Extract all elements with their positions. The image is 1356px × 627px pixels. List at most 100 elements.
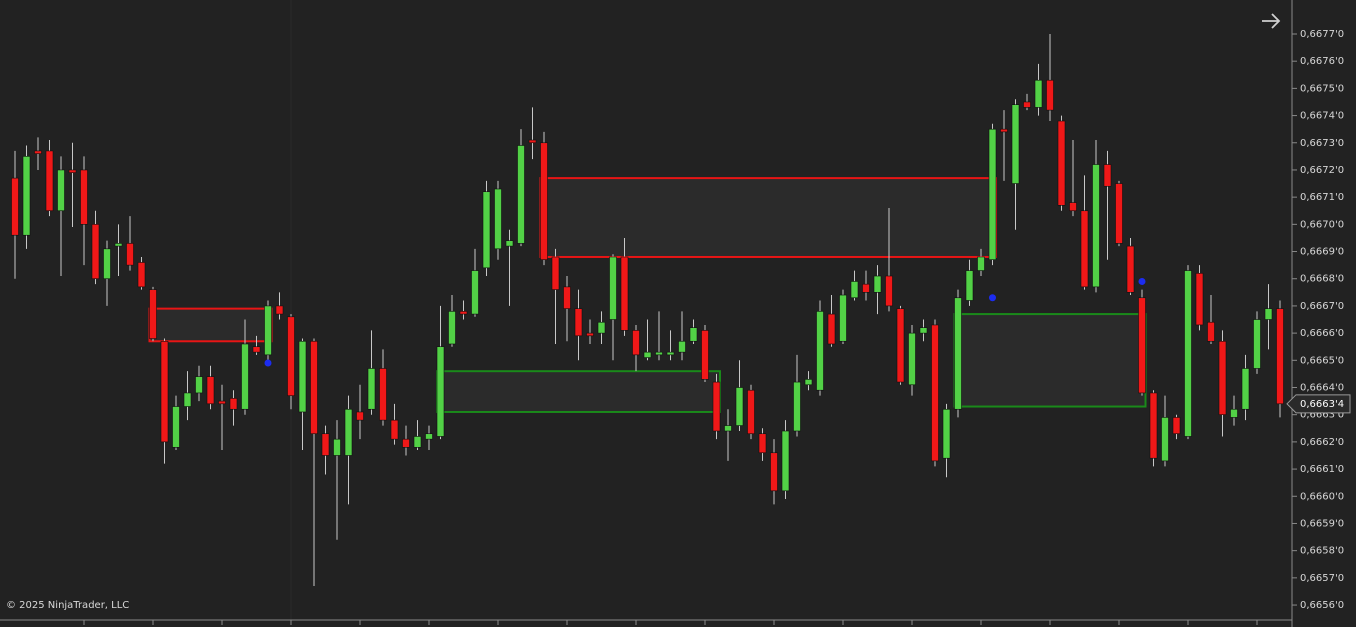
candle-body <box>459 311 468 315</box>
candle-body <box>126 243 134 266</box>
candle-body <box>1207 321 1215 342</box>
candle-body <box>333 438 341 456</box>
last-price-box <box>1286 394 1351 414</box>
candle-body <box>1092 164 1100 288</box>
candle-body <box>919 327 928 334</box>
candle-body <box>517 145 525 244</box>
signal-dot <box>264 359 272 367</box>
candle-body <box>1057 120 1066 206</box>
candle-body <box>11 177 19 236</box>
candle-body <box>563 286 571 309</box>
candle-body <box>298 340 307 413</box>
y-tick-label: 0,6666'0 <box>1300 328 1344 339</box>
candle-body <box>689 327 698 342</box>
candle-body <box>413 436 422 448</box>
zone <box>436 370 721 413</box>
overlay <box>264 277 1146 367</box>
candle-body <box>45 150 54 212</box>
candle-body <box>402 438 410 448</box>
candle-body <box>252 346 261 353</box>
candle-body <box>735 387 744 426</box>
candle-body <box>149 289 157 339</box>
y-tick-label: 0,6671'0 <box>1300 192 1344 203</box>
candle-body <box>1230 408 1238 418</box>
candle-body <box>816 311 824 391</box>
candle-body <box>1115 183 1123 244</box>
candle-body <box>482 191 491 269</box>
candle-body <box>160 340 169 443</box>
candle-body <box>965 270 974 301</box>
candle-body <box>597 321 606 334</box>
y-tick-label: 0,6657'0 <box>1300 573 1344 584</box>
candle-body <box>885 275 893 307</box>
y-tick-label: 0,6662'0 <box>1300 437 1344 448</box>
candle-body <box>68 169 77 173</box>
candle-body <box>747 389 755 435</box>
y-tick-label: 0,6663'0 <box>1300 410 1344 421</box>
candle-body <box>390 419 399 440</box>
candle-body <box>356 411 364 421</box>
candle-body <box>770 452 778 492</box>
candle-body <box>758 433 767 454</box>
candle-body <box>666 351 675 356</box>
candle-body <box>229 398 238 410</box>
last-price-label: 0,6663'4 <box>1300 399 1344 410</box>
scroll-right-icon[interactable] <box>1262 13 1281 29</box>
y-tick-label: 0,6658'0 <box>1300 546 1344 557</box>
y-tick-label: 0,6661'0 <box>1300 464 1344 475</box>
candle-body <box>91 224 100 280</box>
candle-body <box>505 240 514 247</box>
y-tick-label: 0,6659'0 <box>1300 518 1344 529</box>
candle-body <box>114 243 123 247</box>
candle-body <box>241 343 249 410</box>
copyright: © 2025 NinjaTrader, LLC <box>6 600 129 611</box>
candle-body <box>1264 308 1273 320</box>
candle-body <box>80 169 88 225</box>
candle-body <box>701 330 709 380</box>
candle-body <box>551 256 560 290</box>
candle-body <box>896 308 905 383</box>
candle-body <box>310 340 318 435</box>
candle-body <box>1218 340 1227 415</box>
candle-body <box>379 368 387 421</box>
candle-body <box>494 188 502 250</box>
candle-body <box>1195 272 1204 326</box>
candle-body <box>678 340 686 353</box>
y-tick-label: 0,6676'0 <box>1300 56 1344 67</box>
candle-body <box>206 376 215 405</box>
candle-body <box>1161 417 1169 462</box>
y-tick-label: 0,6673'0 <box>1300 138 1344 149</box>
candle-body <box>218 400 226 405</box>
candle-body <box>620 256 629 331</box>
signal-dot <box>989 294 996 302</box>
candle-body <box>655 351 663 356</box>
candle-body <box>804 379 813 386</box>
candle-body <box>264 305 272 356</box>
candle-body <box>275 305 284 315</box>
candle-body <box>528 139 537 144</box>
candle-body <box>954 297 962 410</box>
candle-body <box>448 311 456 345</box>
candle-body <box>22 156 31 236</box>
y-tick-label: 0,6674'0 <box>1300 111 1344 122</box>
candle-body <box>586 332 594 337</box>
zone <box>539 177 997 258</box>
candle-body <box>172 406 180 448</box>
candle-body <box>988 128 997 260</box>
candle-body <box>1069 202 1077 212</box>
candle-body <box>425 433 433 440</box>
candle-body <box>873 275 882 293</box>
y-tick-label: 0,6660'0 <box>1300 491 1344 502</box>
candle-body <box>712 381 721 432</box>
candle-body <box>540 142 548 260</box>
candle-body <box>908 332 916 386</box>
y-tick-label: 0,6670'0 <box>1300 219 1344 230</box>
candle-body <box>781 430 790 492</box>
candle-body <box>839 294 847 342</box>
candle-body <box>103 248 111 280</box>
candle-body <box>183 392 192 407</box>
candle-body <box>436 346 445 437</box>
y-tick-label: 0,6665'0 <box>1300 355 1344 366</box>
candle-body <box>793 381 801 432</box>
